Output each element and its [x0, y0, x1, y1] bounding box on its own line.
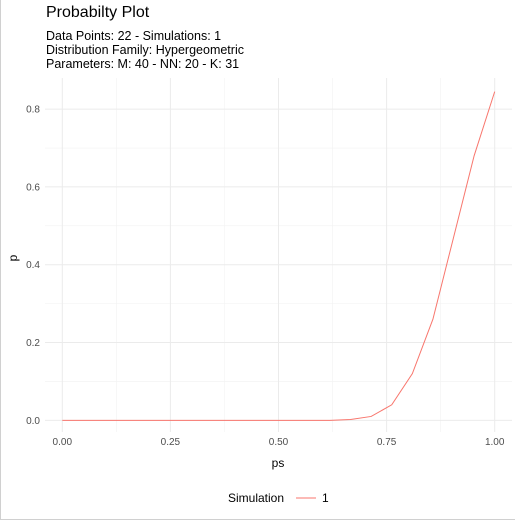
y-axis-title: p	[6, 254, 20, 261]
series-layer	[62, 91, 496, 421]
y-tick-label: 0.2	[26, 338, 40, 349]
x-tick-label: 0.75	[377, 437, 397, 448]
y-tick-label: 0.6	[26, 182, 40, 193]
y-tick-labels: 0.0 0.2 0.4 0.6 0.8	[26, 105, 40, 427]
chart-title: Probabilty Plot	[46, 4, 150, 21]
major-gridlines	[45, 78, 512, 432]
series-line-1	[62, 91, 496, 421]
x-tick-label: 0.50	[269, 437, 289, 448]
x-tick-label: 0.25	[161, 437, 181, 448]
y-tick-label: 0.8	[26, 105, 40, 116]
subtitle-distribution-family: Distribution Family: Hypergeometric	[46, 43, 244, 57]
subtitle-parameters: Parameters: M: 40 - NN: 20 - K: 31	[46, 57, 240, 71]
x-tick-label: 1.00	[485, 437, 505, 448]
x-axis-title: ps	[272, 456, 285, 470]
x-tick-label: 0.00	[53, 437, 73, 448]
x-tick-labels: 0.00 0.25 0.50 0.75 1.00	[53, 437, 505, 448]
subtitle-data-points: Data Points: 22 - Simulations: 1	[46, 29, 222, 43]
legend-title: Simulation	[228, 491, 284, 505]
legend: Simulation 1	[228, 491, 329, 505]
y-tick-label: 0.0	[26, 416, 40, 427]
legend-label: 1	[322, 491, 329, 505]
y-tick-label: 0.4	[26, 260, 40, 271]
